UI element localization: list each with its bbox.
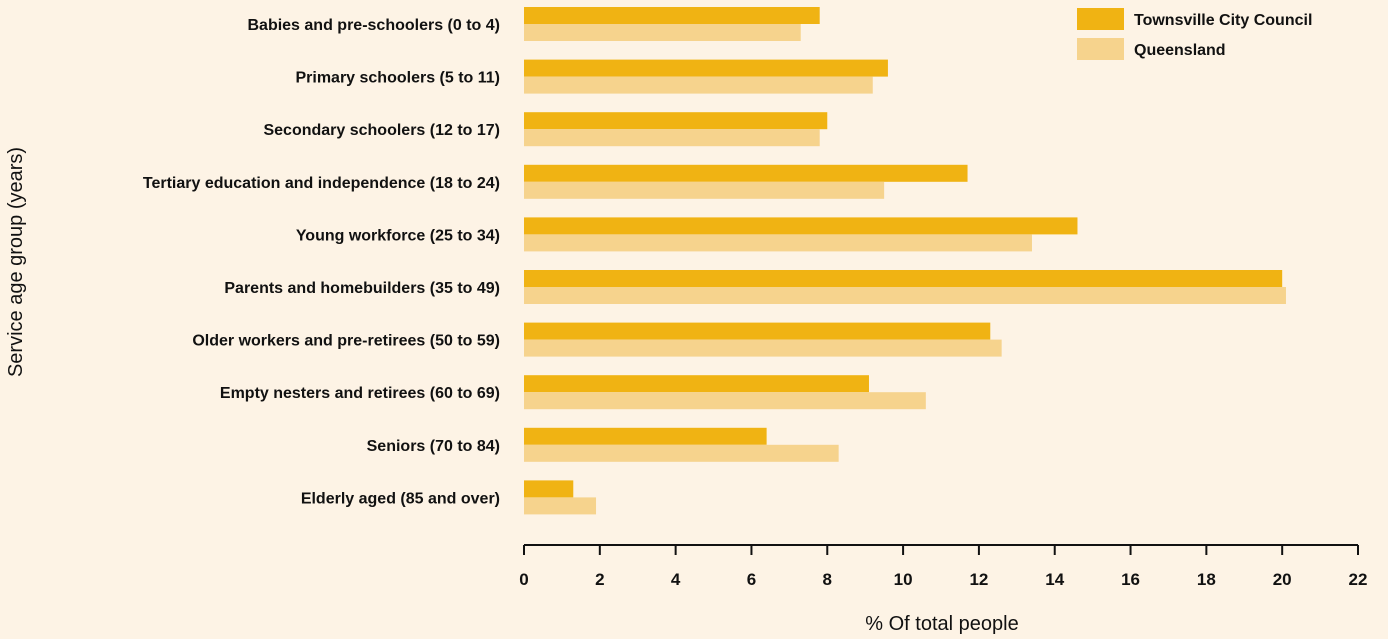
y-axis-title: Service age group (years) <box>5 147 27 377</box>
x-tick-label: 10 <box>894 570 913 589</box>
x-axis: 0 2 4 6 8 10 12 14 16 18 20 22 <box>519 544 1368 589</box>
x-tick-label: 12 <box>969 570 988 589</box>
x-tick-label: 2 <box>595 570 604 589</box>
x-tick-label: 0 <box>519 570 528 589</box>
bar-queensland-3 <box>524 181 885 199</box>
bar-queensland-7 <box>524 392 926 410</box>
category-label: Older workers and pre-retirees (50 to 59… <box>192 333 500 350</box>
x-tick-label: 6 <box>747 570 756 589</box>
bar-queensland-4 <box>524 234 1032 252</box>
x-tick-label: 8 <box>823 570 832 589</box>
x-tick-label: 22 <box>1349 570 1368 589</box>
x-tick-label: 16 <box>1121 570 1140 589</box>
bar-queensland-0 <box>524 24 801 41</box>
bar-queensland-5 <box>524 287 1286 304</box>
bar-townsville-city-council-1 <box>524 59 888 77</box>
bar-townsville-city-council-8 <box>524 427 767 445</box>
bars-layer <box>524 7 1286 515</box>
bar-townsville-city-council-2 <box>524 112 828 130</box>
bar-townsville-city-council-9 <box>524 480 574 498</box>
bar-queensland-2 <box>524 129 820 147</box>
x-tick-label: 4 <box>671 570 681 589</box>
category-label: Tertiary education and independence (18 … <box>143 175 500 192</box>
x-tick-label: 20 <box>1273 570 1292 589</box>
bar-townsville-city-council-5 <box>524 270 1283 287</box>
bar-townsville-city-council-7 <box>524 375 869 393</box>
bar-townsville-city-council-4 <box>524 217 1078 235</box>
category-label: Parents and homebuilders (35 to 49) <box>224 280 500 297</box>
category-label: Primary schoolers (5 to 11) <box>295 70 500 87</box>
bar-townsville-city-council-0 <box>524 7 820 24</box>
bar-townsville-city-council-6 <box>524 322 991 340</box>
x-axis-title: % Of total people <box>865 613 1018 635</box>
category-label: Seniors (70 to 84) <box>367 438 500 455</box>
legend-swatch-queensland <box>1077 38 1124 60</box>
x-tick-label: 18 <box>1197 570 1216 589</box>
bar-queensland-9 <box>524 497 597 515</box>
bar-queensland-8 <box>524 444 839 462</box>
legend: Townsville City Council Queensland <box>1077 8 1312 60</box>
bar-townsville-city-council-3 <box>524 164 968 182</box>
category-label: Secondary schoolers (12 to 17) <box>263 122 500 139</box>
category-label: Elderly aged (85 and over) <box>301 490 500 507</box>
category-label: Young workforce (25 to 34) <box>296 227 500 244</box>
bar-queensland-6 <box>524 339 1002 357</box>
category-label: Empty nesters and retirees (60 to 69) <box>220 385 500 402</box>
legend-swatch-townsville <box>1077 8 1124 30</box>
legend-label-queensland: Queensland <box>1134 42 1226 59</box>
x-tick-label: 14 <box>1045 570 1064 589</box>
category-label: Babies and pre-schoolers (0 to 4) <box>247 17 500 34</box>
bar-queensland-1 <box>524 76 873 94</box>
legend-label-townsville: Townsville City Council <box>1134 12 1312 29</box>
category-labels: Babies and pre-schoolers (0 to 4) Primary… <box>143 17 500 507</box>
